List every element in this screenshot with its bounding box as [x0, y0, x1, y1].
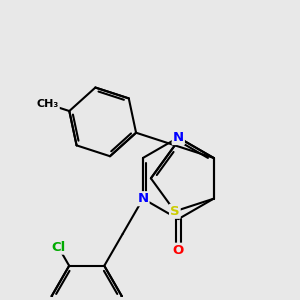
- Text: CH₃: CH₃: [37, 99, 59, 109]
- Text: N: N: [173, 131, 184, 144]
- Text: N: N: [137, 192, 148, 205]
- Text: S: S: [170, 205, 180, 218]
- Text: O: O: [173, 244, 184, 257]
- Text: Cl: Cl: [51, 241, 65, 254]
